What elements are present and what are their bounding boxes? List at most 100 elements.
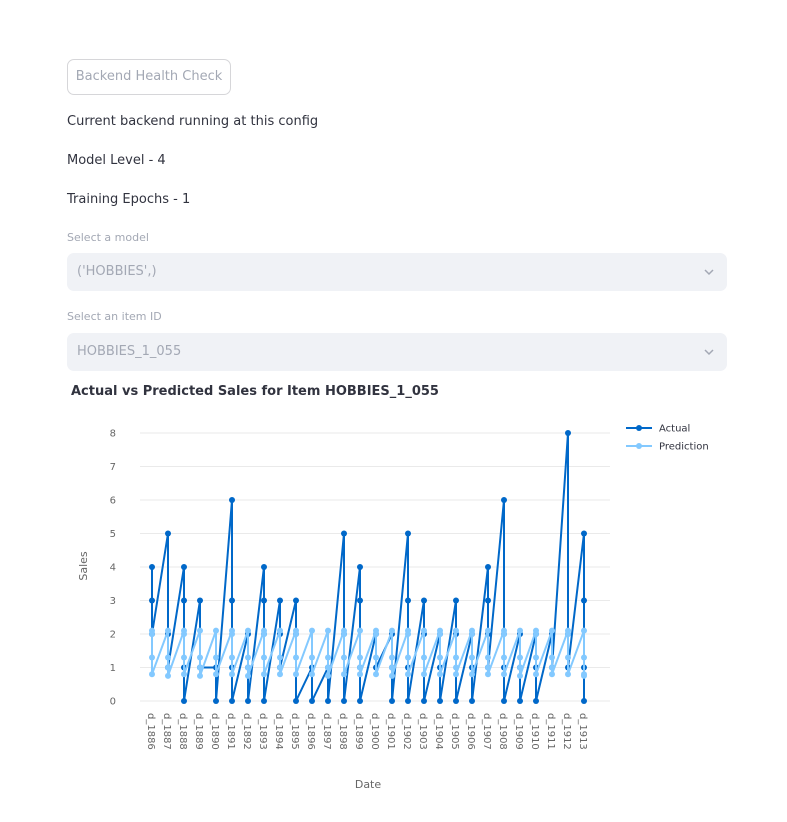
data-point: [453, 597, 459, 604]
data-point: [421, 698, 427, 704]
data-point: [357, 597, 363, 604]
data-point: [389, 698, 395, 704]
x-tick-label: d_1906: [465, 713, 476, 750]
data-point: [277, 627, 283, 634]
data-point: [293, 671, 299, 678]
data-point: [197, 672, 203, 679]
data-point: [229, 671, 235, 678]
data-point: [341, 530, 347, 537]
data-point: [389, 627, 395, 634]
legend-marker: [636, 425, 642, 431]
x-tick-label: d_1899: [353, 713, 364, 750]
data-point: [565, 671, 571, 678]
data-point: [581, 654, 587, 661]
data-point: [181, 597, 187, 604]
data-point: [357, 664, 363, 671]
data-point: [373, 671, 379, 678]
data-point: [325, 664, 331, 671]
data-point: [277, 597, 283, 604]
x-tick-label: d_1896: [305, 713, 316, 750]
x-tick-label: d_1897: [321, 713, 332, 750]
x-tick-label: d_1893: [257, 713, 268, 750]
data-point: [373, 631, 379, 637]
data-point: [197, 654, 203, 661]
data-point: [181, 698, 187, 704]
legend-label: Prediction: [659, 442, 709, 453]
data-point: [325, 698, 331, 704]
y-tick-label: 6: [110, 496, 116, 507]
data-point: [485, 564, 491, 570]
x-tick-label: d_1888: [177, 713, 188, 750]
data-point: [453, 664, 459, 671]
legend-label: Actual: [659, 424, 690, 435]
x-tick-label: d_1913: [577, 713, 588, 750]
data-point: [229, 497, 235, 503]
data-point: [293, 597, 299, 604]
data-point: [453, 627, 459, 634]
x-tick-label: d_1902: [401, 713, 412, 750]
data-point: [309, 627, 315, 634]
data-point: [325, 627, 331, 634]
data-point: [469, 671, 475, 678]
y-tick-label: 7: [110, 462, 116, 473]
data-point: [341, 671, 347, 678]
data-point: [565, 654, 571, 661]
data-point: [533, 631, 539, 637]
x-tick-label: d_1908: [497, 713, 508, 750]
data-point: [549, 627, 555, 634]
x-tick-label: d_1890: [209, 713, 220, 750]
y-tick-label: 0: [110, 697, 116, 708]
data-point: [261, 698, 267, 704]
x-tick-label: d_1912: [561, 713, 572, 750]
data-point: [357, 564, 363, 570]
data-point: [165, 654, 171, 661]
data-point: [581, 672, 587, 679]
x-tick-label: d_1900: [369, 713, 380, 750]
data-point: [261, 654, 267, 661]
data-point: [277, 671, 283, 678]
chart-title: Actual vs Predicted Sales for Item HOBBI…: [71, 384, 439, 399]
data-point: [405, 671, 411, 678]
data-point: [149, 631, 155, 637]
health-check-button[interactable]: Backend Health Check: [67, 59, 231, 95]
x-tick-label: d_1887: [161, 713, 172, 750]
data-point: [293, 631, 299, 637]
data-point: [229, 631, 235, 637]
x-tick-label: d_1907: [481, 713, 492, 750]
info-text: Model Level - 4: [67, 153, 166, 168]
data-point: [277, 664, 283, 671]
y-tick-label: 5: [110, 529, 116, 540]
select-value: HOBBIES_1_055: [77, 344, 182, 359]
data-point: [485, 664, 491, 671]
chart: Actual vs Predicted Sales for Item HOBBI…: [71, 384, 709, 791]
x-tick-label: d_1898: [337, 713, 348, 750]
model-select[interactable]: ('HOBBIES',): [67, 253, 727, 291]
y-tick-label: 3: [110, 596, 116, 607]
chevron-icon: [704, 349, 714, 356]
data-point: [501, 671, 507, 678]
data-point: [549, 664, 555, 671]
data-point: [341, 654, 347, 661]
data-point: [149, 671, 155, 678]
item-select[interactable]: HOBBIES_1_055: [67, 333, 727, 371]
data-point: [229, 654, 235, 661]
data-point: [149, 654, 155, 661]
data-point: [565, 631, 571, 637]
data-point: [501, 631, 507, 637]
data-point: [357, 654, 363, 661]
x-tick-label: d_1895: [289, 713, 300, 750]
x-tick-label: d_1910: [529, 713, 540, 750]
data-point: [549, 654, 555, 661]
data-point: [453, 671, 459, 678]
data-point: [437, 671, 443, 678]
data-point: [517, 654, 523, 661]
data-point: [485, 627, 491, 634]
select-label: Select a model: [67, 231, 149, 244]
data-point: [501, 654, 507, 661]
data-point: [485, 654, 491, 661]
data-point: [325, 654, 331, 661]
data-point: [421, 597, 427, 604]
data-point: [245, 664, 251, 671]
select-label: Select an item ID: [67, 310, 162, 323]
